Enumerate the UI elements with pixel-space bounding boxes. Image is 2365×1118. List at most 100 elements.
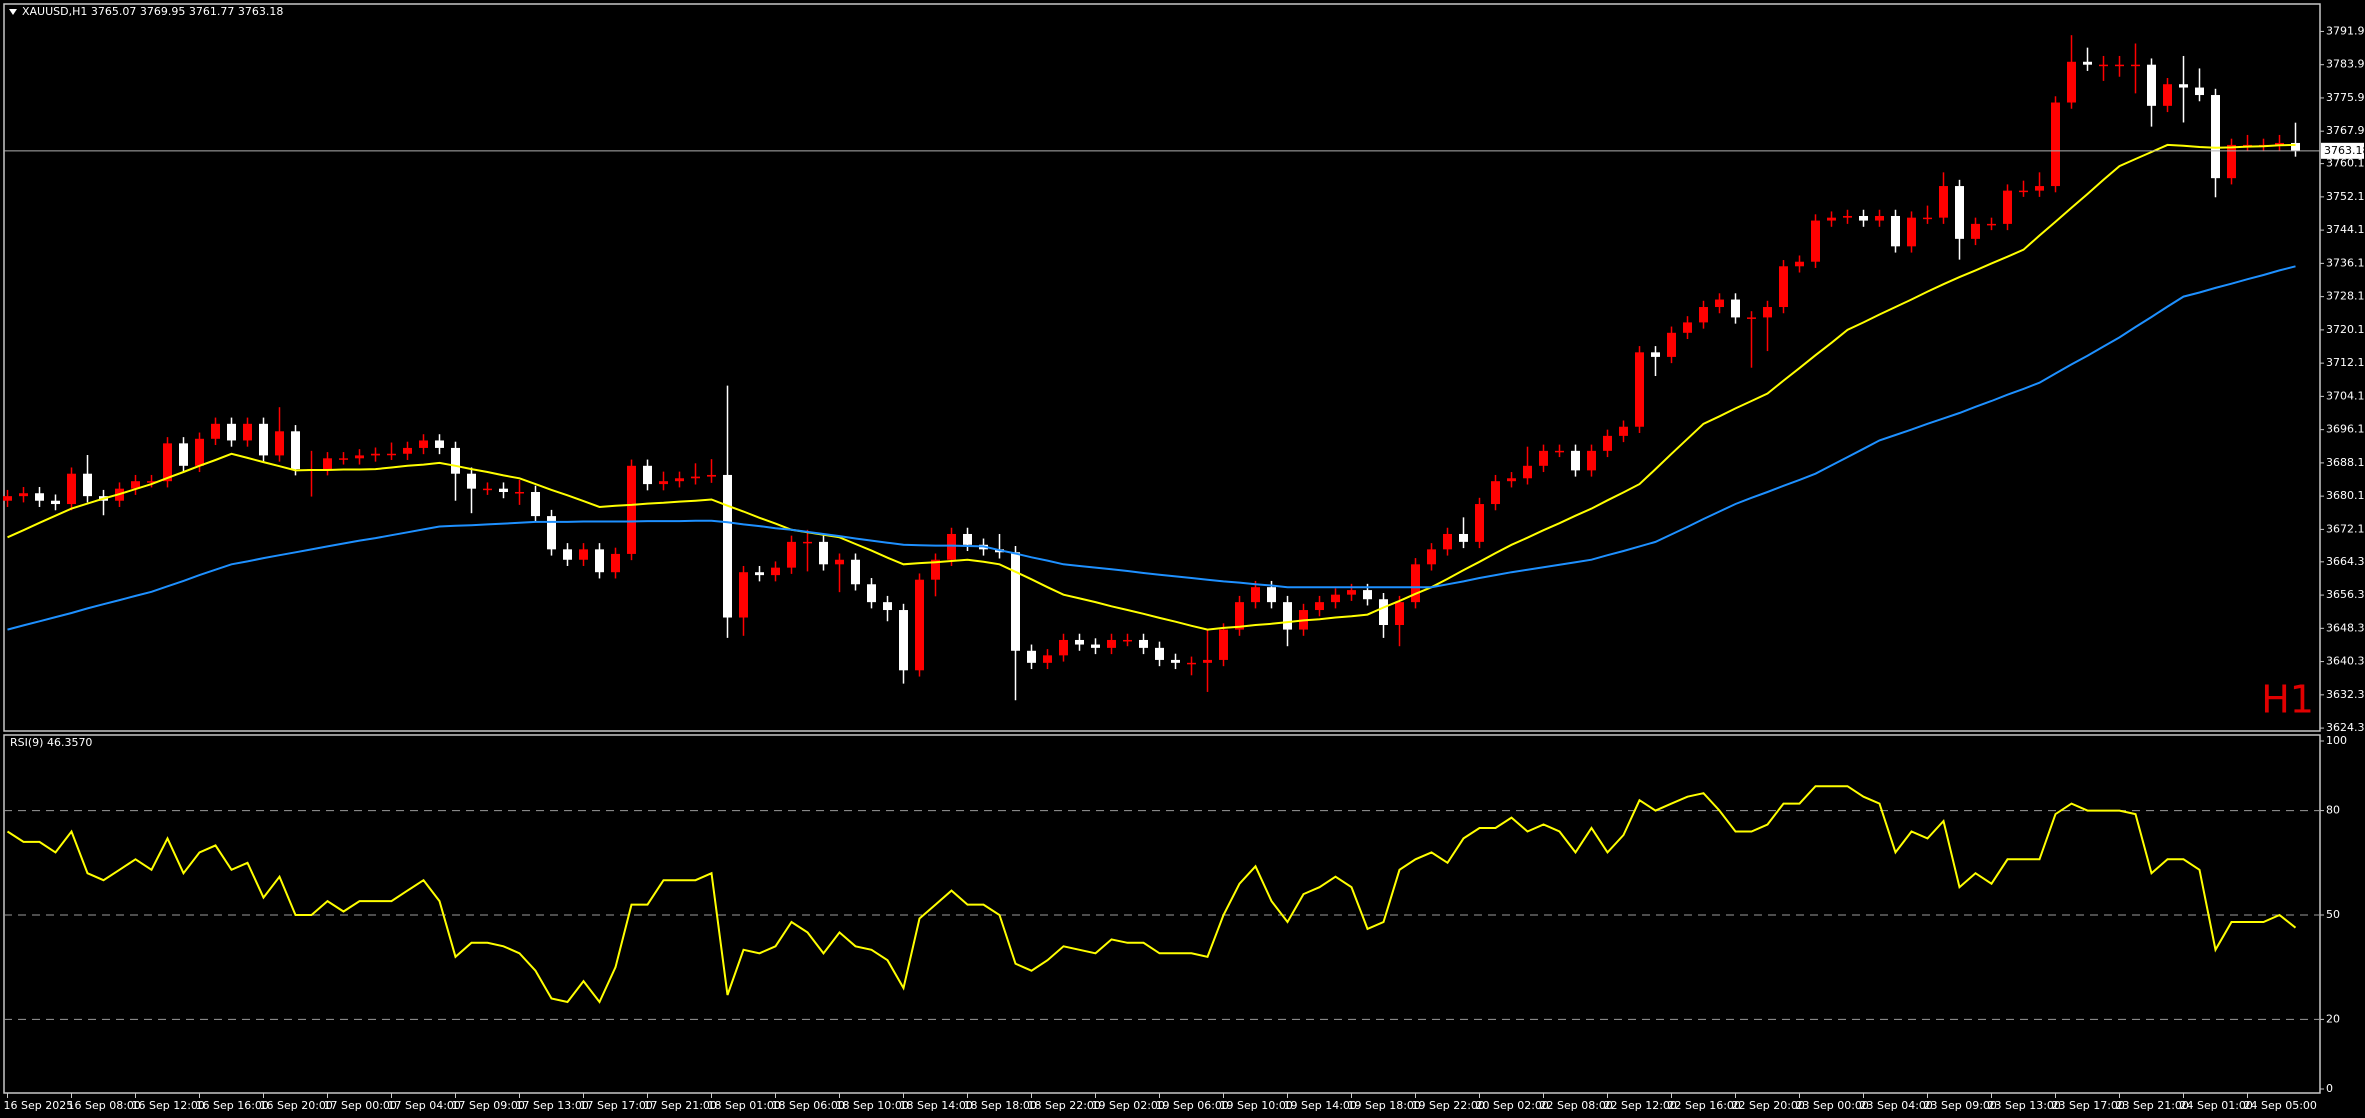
- y-tick-label: 3688.10: [2326, 456, 2365, 469]
- x-tick-label: 18 Sep 22:00: [1028, 1099, 1101, 1112]
- x-tick-label: 22 Sep 08:00: [1540, 1099, 1613, 1112]
- candle-body: [291, 431, 300, 470]
- candle-body: [595, 549, 604, 573]
- candle-body: [2179, 84, 2188, 88]
- y-tick-label: 3664.30: [2326, 555, 2365, 568]
- candle-body: [227, 423, 236, 441]
- candle-body: [499, 488, 508, 492]
- candle-body: [1347, 590, 1356, 595]
- y-tick-label: 3712.10: [2326, 356, 2365, 369]
- candle-body: [1107, 639, 1116, 648]
- candle-body: [163, 443, 172, 482]
- y-tick-label: 3704.10: [2326, 389, 2365, 402]
- x-tick-label: 24 Sep 05:00: [2244, 1099, 2317, 1112]
- candle-body: [1395, 602, 1404, 626]
- candle-body: [67, 473, 76, 505]
- x-tick-label: 22 Sep 20:00: [1732, 1099, 1805, 1112]
- candle-body: [403, 447, 412, 454]
- x-tick-label: 24 Sep 01:00: [2180, 1099, 2253, 1112]
- candle-body: [275, 431, 284, 456]
- rsi-panel: [3, 734, 2321, 1094]
- candle-body: [35, 493, 44, 501]
- candle-body: [2147, 64, 2156, 106]
- candle-body: [1907, 217, 1916, 247]
- candle-body: [371, 453, 380, 456]
- candle-body: [755, 572, 764, 576]
- candle-body: [1699, 307, 1708, 323]
- candle-body: [1331, 594, 1340, 603]
- x-tick-label: 23 Sep 09:00: [1924, 1099, 1997, 1112]
- candle-body: [643, 465, 652, 485]
- candle-body: [1219, 629, 1228, 660]
- candle-body: [259, 423, 268, 456]
- x-tick-label: 19 Sep 22:00: [1412, 1099, 1485, 1112]
- candle-body: [1187, 662, 1196, 665]
- candle-body: [803, 541, 812, 544]
- x-tick-label: 23 Sep 13:00: [1988, 1099, 2061, 1112]
- candle-body: [1139, 639, 1148, 648]
- moving-average: [7, 265, 2296, 631]
- x-tick-label: 17 Sep 09:00: [452, 1099, 525, 1112]
- x-tick-label: 18 Sep 06:00: [772, 1099, 845, 1112]
- candle-body: [1027, 650, 1036, 663]
- candle-body: [2163, 84, 2172, 106]
- candle-body: [1555, 450, 1564, 453]
- candle-body: [179, 443, 188, 466]
- y-tick-label: 3767.90: [2326, 124, 2365, 137]
- candle-body: [1507, 478, 1516, 482]
- y-tick-label: 50: [2326, 908, 2340, 921]
- candle-body: [1875, 215, 1884, 221]
- y-tick-label: 3775.90: [2326, 91, 2365, 104]
- x-tick-label: 17 Sep 17:00: [580, 1099, 653, 1112]
- candle-body: [867, 584, 876, 603]
- candle-body: [819, 541, 828, 565]
- candle-body: [787, 541, 796, 568]
- rsi-line: [6, 785, 2297, 1004]
- candle-body: [435, 440, 444, 448]
- candle-body: [627, 465, 636, 554]
- candle-body: [2131, 64, 2140, 67]
- candle-body: [1667, 332, 1676, 357]
- candle-body: [1827, 217, 1836, 221]
- x-tick-label: 23 Sep 00:00: [1796, 1099, 1869, 1112]
- candle-body: [467, 473, 476, 489]
- x-tick-label: 17 Sep 00:00: [324, 1099, 397, 1112]
- candle-body: [1571, 450, 1580, 471]
- x-tick-label: 18 Sep 18:00: [964, 1099, 1037, 1112]
- x-tick-label: 22 Sep 12:00: [1604, 1099, 1677, 1112]
- y-tick-label: 80: [2326, 804, 2340, 817]
- candle-body: [83, 473, 92, 497]
- candle-body: [1843, 215, 1852, 218]
- candle-body: [1811, 220, 1820, 262]
- candle-body: [211, 423, 220, 439]
- candle-body: [1923, 217, 1932, 220]
- candle-body: [1427, 549, 1436, 565]
- candle-body: [947, 533, 956, 560]
- menu-arrow[interactable]: [9, 9, 17, 15]
- candle-body: [2051, 102, 2060, 187]
- x-tick-label: 19 Sep 18:00: [1348, 1099, 1421, 1112]
- candle-body: [771, 567, 780, 576]
- candle-body: [2115, 64, 2124, 67]
- y-tick-label: 3744.10: [2326, 223, 2365, 236]
- y-tick-label: 100: [2326, 734, 2347, 747]
- candle-body: [963, 533, 972, 545]
- y-tick-label: 3648.30: [2326, 621, 2365, 634]
- x-tick-label: 20 Sep 02:00: [1476, 1099, 1549, 1112]
- candle-body: [1043, 655, 1052, 663]
- candle-body: [2083, 61, 2092, 65]
- candle-body: [1235, 602, 1244, 630]
- candle-body: [1171, 659, 1180, 663]
- x-tick-label: 16 Sep 12:00: [132, 1099, 205, 1112]
- candle-body: [1651, 352, 1660, 357]
- candle-body: [1619, 426, 1628, 436]
- candle-body: [883, 602, 892, 611]
- candle-body: [1939, 186, 1948, 218]
- candle-body: [1523, 465, 1532, 479]
- last-price-box: [2321, 142, 2364, 159]
- x-tick-label: 23 Sep 04:00: [1860, 1099, 1933, 1112]
- x-tick-label: 19 Sep 06:00: [1156, 1099, 1229, 1112]
- candle-body: [131, 481, 140, 489]
